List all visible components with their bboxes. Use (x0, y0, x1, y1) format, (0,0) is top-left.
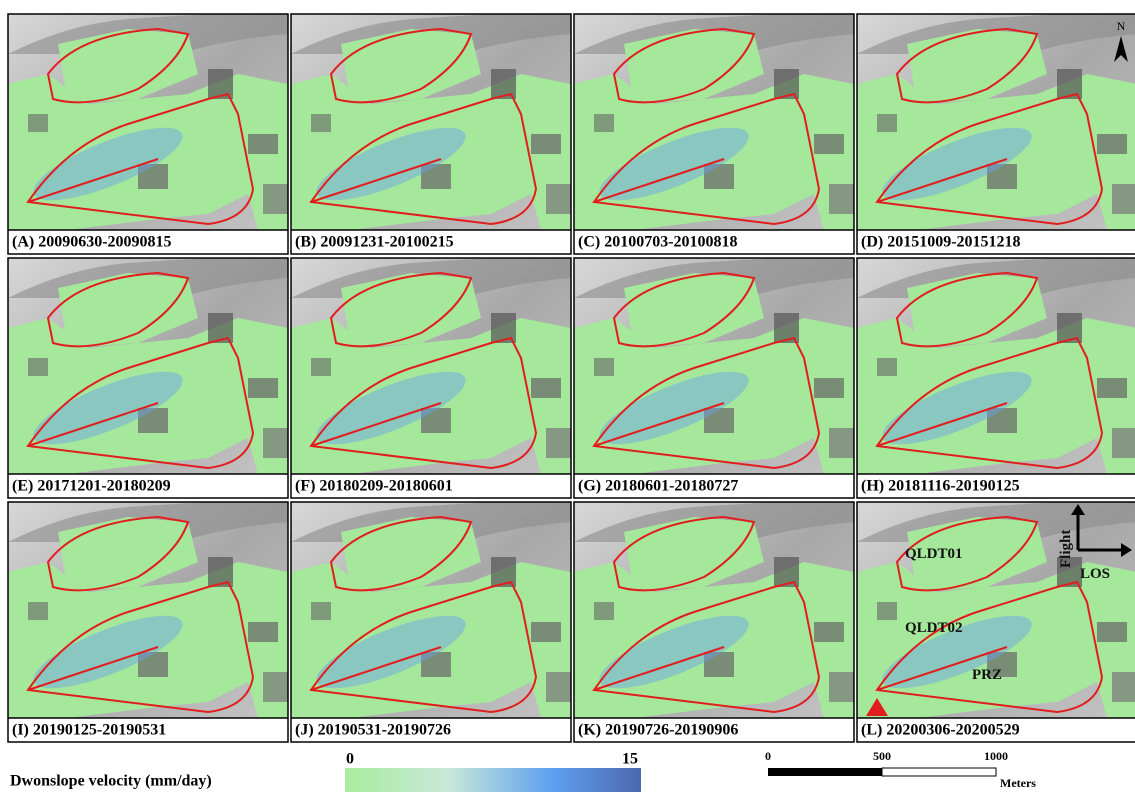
panel-caption: (D) 20151009-20151218 (861, 234, 1021, 251)
colorbar-ramp (345, 768, 641, 792)
panel-grid: (A) 20090630-20090815 (B) 20091231-201002… (8, 14, 1135, 742)
map-panel: (F) 20180209-20180601 (291, 258, 571, 498)
colorbar-title: Dwonslope velocity (mm/day) (10, 773, 212, 790)
map-image (574, 258, 854, 474)
colorbar-min: 0 (346, 751, 354, 768)
map-image (291, 14, 571, 230)
map-image (291, 258, 571, 474)
map-panel: (G) 20180601-20180727 (574, 258, 854, 498)
map-panel: (K) 20190726-20190906 (574, 502, 854, 742)
map-panel: (I) 20190125-20190531 (8, 502, 288, 742)
scale-tick-label: 1000 (984, 749, 1008, 763)
panel-caption: (L) 20200306-20200529 (861, 722, 1020, 739)
map-panel: (D) 20151009-20151218 (857, 14, 1135, 254)
panel-caption: (I) 20190125-20190531 (12, 722, 166, 739)
scale-tick-label: 500 (873, 749, 891, 763)
label-qldt01: QLDT01 (905, 546, 963, 562)
map-image (574, 502, 854, 718)
north-label: N (1117, 19, 1126, 33)
panel-caption: (F) 20180209-20180601 (295, 478, 453, 495)
scale-unit: Meters (1000, 776, 1036, 790)
map-panel: (B) 20091231-20100215 (291, 14, 571, 254)
scale-bar: Meters 0 500 1000 (765, 749, 1036, 790)
colorbar: Dwonslope velocity (mm/day) 0 15 (10, 751, 641, 792)
panel-caption: (B) 20091231-20100215 (295, 234, 454, 251)
scale-tick-label: 0 (765, 749, 771, 763)
map-image (857, 14, 1135, 230)
map-panel: (A) 20090630-20090815 (8, 14, 288, 254)
colorbar-max: 15 (622, 751, 638, 768)
panel-caption: (A) 20090630-20090815 (12, 234, 172, 251)
map-image (857, 258, 1135, 474)
map-image (857, 502, 1135, 718)
map-image (291, 502, 571, 718)
panel-caption: (C) 20100703-20100818 (578, 234, 738, 251)
panel-caption: (H) 20181116-20190125 (861, 478, 1020, 495)
panel-caption: (K) 20190726-20190906 (578, 722, 738, 739)
map-image (8, 502, 288, 718)
panel-caption: (G) 20180601-20180727 (578, 478, 738, 495)
label-prz: PRZ (972, 667, 1002, 683)
panel-caption: (E) 20171201-20180209 (12, 478, 171, 495)
label-qldt02: QLDT02 (905, 620, 963, 636)
map-panel: (E) 20171201-20180209 (8, 258, 288, 498)
map-image (8, 258, 288, 474)
map-panel: (J) 20190531-20190726 (291, 502, 571, 742)
panel-caption: (J) 20190531-20190726 (295, 722, 451, 739)
los-label: LOS (1080, 566, 1110, 582)
figure: (A) 20090630-20090815 (B) 20091231-201002… (0, 0, 1135, 794)
flight-label: Flight (1058, 530, 1074, 568)
map-image (8, 14, 288, 230)
map-panel: (L) 20200306-20200529 (857, 502, 1135, 742)
map-panel: (H) 20181116-20190125 (857, 258, 1135, 498)
map-image (574, 14, 854, 230)
map-panel: (C) 20100703-20100818 (574, 14, 854, 254)
